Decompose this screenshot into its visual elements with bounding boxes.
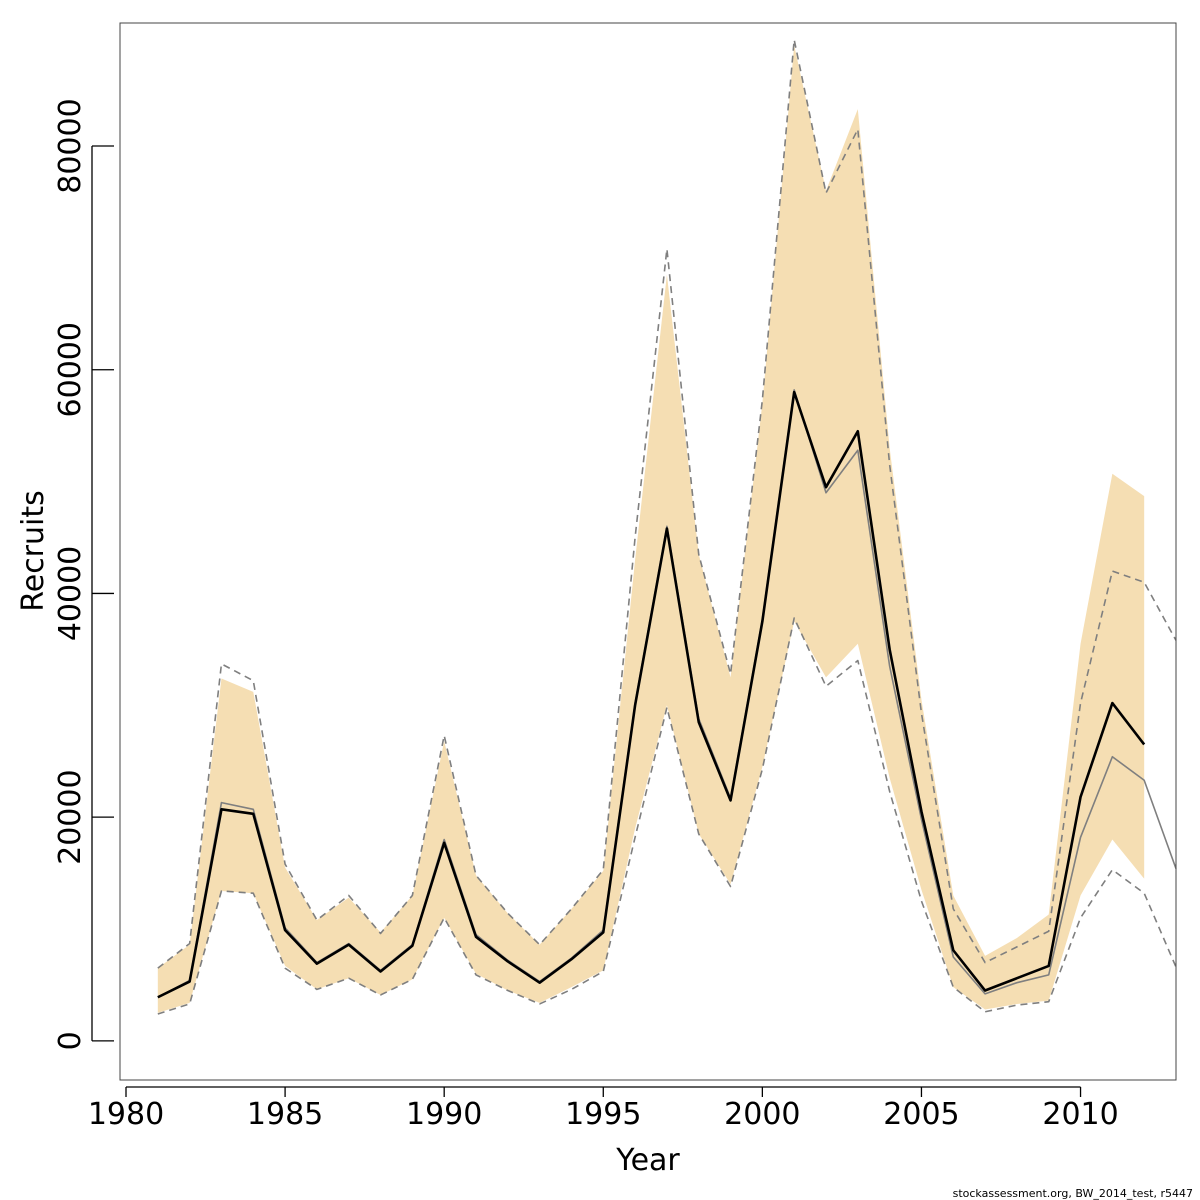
confidence-band	[157, 45, 1145, 1013]
x-tick-label: 1995	[565, 1097, 641, 1132]
series-layer	[157, 38, 1177, 1015]
series-line-0	[157, 390, 1146, 999]
x-tick-label: 2010	[1042, 1097, 1118, 1132]
plot-frame	[119, 22, 1177, 1081]
series-line-3	[157, 617, 1177, 1015]
series-line-2	[157, 38, 1177, 969]
x-tick-label: 2000	[724, 1097, 800, 1132]
y-tick-label: 20000	[53, 769, 88, 864]
x-tick-label: 1980	[88, 1097, 164, 1132]
confidence-band-layer	[157, 45, 1145, 1013]
x-tick-label: 1990	[406, 1097, 482, 1132]
y-tick-label: 40000	[53, 546, 88, 641]
x-tick-label: 2005	[883, 1097, 959, 1132]
x-axis: 1980 1985 1990 1995 2000 2005 2010	[88, 1086, 1119, 1132]
y-tick-label: 60000	[53, 322, 88, 417]
x-axis-title: Year	[615, 1143, 680, 1178]
y-tick-label: 0	[53, 1031, 88, 1050]
x-tick-label: 1985	[247, 1097, 323, 1132]
y-axis: 0 20000 40000 60000 80000	[53, 98, 114, 1050]
y-tick-label: 80000	[53, 98, 88, 193]
y-axis-title: Recruits	[16, 490, 51, 612]
footer-note: stockassessment.org, BW_2014_test, r5447	[953, 1187, 1193, 1200]
